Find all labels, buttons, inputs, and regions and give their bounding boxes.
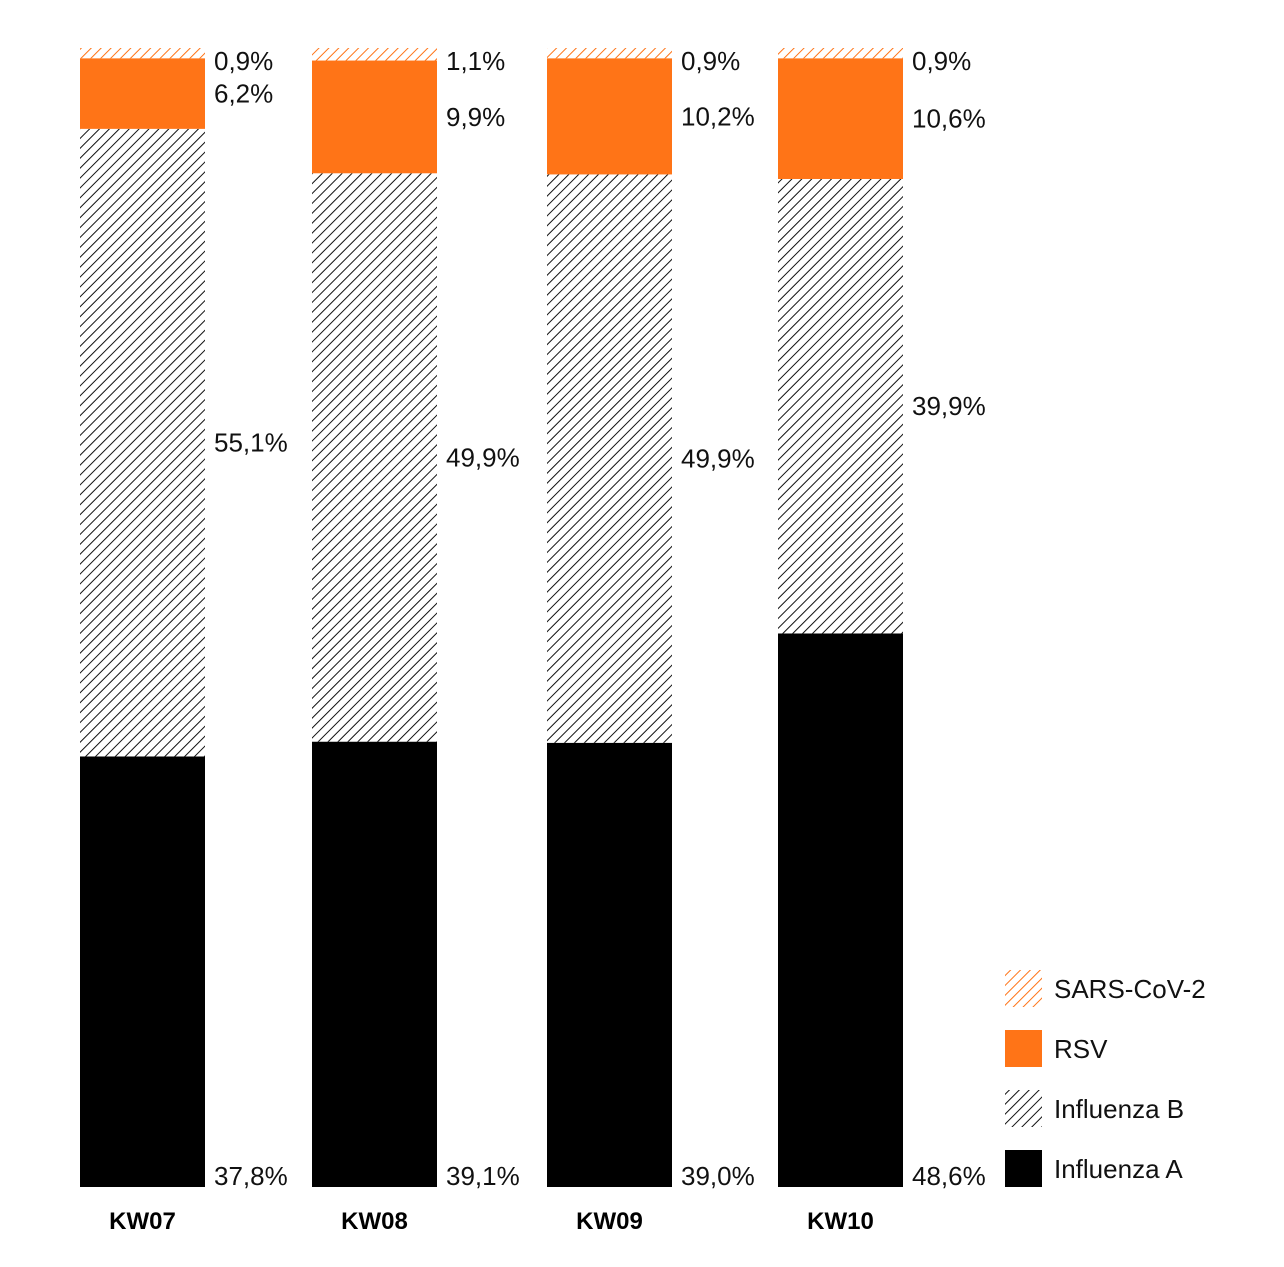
bar-segment-sars-cov-2-kw10 (778, 48, 903, 59)
bar-segment-rsv-kw07 (80, 58, 205, 129)
bar-segment-influenza-b-kw09 (547, 174, 672, 743)
data-label-influenza-b-kw10: 39,9% (912, 391, 986, 421)
bar-segment-rsv-kw10 (778, 58, 903, 179)
bar-segment-influenza-a-kw07 (80, 756, 205, 1187)
bar-segment-sars-cov-2-kw08 (312, 48, 437, 61)
data-label-sars-cov-2-kw08: 1,1% (446, 46, 505, 76)
legend-swatch-influenza-b (1005, 1090, 1042, 1127)
data-label-rsv-kw09: 10,2% (681, 101, 755, 131)
data-label-sars-cov-2-kw07: 0,9% (214, 46, 273, 76)
bar-segment-influenza-a-kw09 (547, 742, 672, 1187)
bars-layer (80, 48, 903, 1187)
data-label-rsv-kw07: 6,2% (214, 79, 273, 109)
legend-swatch-sars-cov-2 (1005, 970, 1042, 1007)
data-label-influenza-b-kw07: 55,1% (214, 428, 288, 458)
labels-layer: 37,8%55,1%6,2%0,9%KW0739,1%49,9%9,9%1,1%… (109, 46, 986, 1235)
data-label-influenza-a-kw10: 48,6% (912, 1161, 986, 1191)
legend-swatch-influenza-a (1005, 1150, 1042, 1187)
legend-label-influenza-b: Influenza B (1054, 1094, 1184, 1124)
bar-segment-influenza-b-kw07 (80, 128, 205, 757)
legend-label-sars-cov-2: SARS-CoV-2 (1054, 974, 1206, 1004)
data-label-sars-cov-2-kw10: 0,9% (912, 46, 971, 76)
data-label-influenza-a-kw07: 37,8% (214, 1161, 288, 1191)
bar-segment-influenza-a-kw10 (778, 633, 903, 1187)
data-label-influenza-a-kw08: 39,1% (446, 1161, 520, 1191)
bar-segment-influenza-a-kw08 (312, 741, 437, 1187)
legend-label-rsv: RSV (1054, 1034, 1108, 1064)
data-label-sars-cov-2-kw09: 0,9% (681, 46, 740, 76)
legend: SARS-CoV-2 RSV Influenza B Influenza A (1005, 970, 1206, 1187)
x-tick-label-kw09: KW09 (576, 1208, 643, 1235)
x-tick-label-kw10: KW10 (807, 1208, 874, 1235)
data-label-influenza-a-kw09: 39,0% (681, 1161, 755, 1191)
bar-segment-influenza-b-kw08 (312, 173, 437, 742)
data-label-rsv-kw10: 10,6% (912, 104, 986, 134)
data-label-rsv-kw08: 9,9% (446, 102, 505, 132)
legend-swatch-rsv (1005, 1030, 1042, 1067)
bar-segment-rsv-kw09 (547, 58, 672, 175)
data-label-influenza-b-kw09: 49,9% (681, 444, 755, 474)
data-label-influenza-b-kw08: 49,9% (446, 442, 520, 472)
bar-segment-rsv-kw08 (312, 60, 437, 174)
legend-label-influenza-a: Influenza A (1054, 1154, 1183, 1184)
bar-segment-sars-cov-2-kw09 (547, 48, 672, 59)
bar-segment-sars-cov-2-kw07 (80, 48, 205, 59)
bar-segment-influenza-b-kw10 (778, 178, 903, 634)
x-tick-label-kw08: KW08 (341, 1208, 408, 1235)
x-tick-label-kw07: KW07 (109, 1208, 176, 1235)
